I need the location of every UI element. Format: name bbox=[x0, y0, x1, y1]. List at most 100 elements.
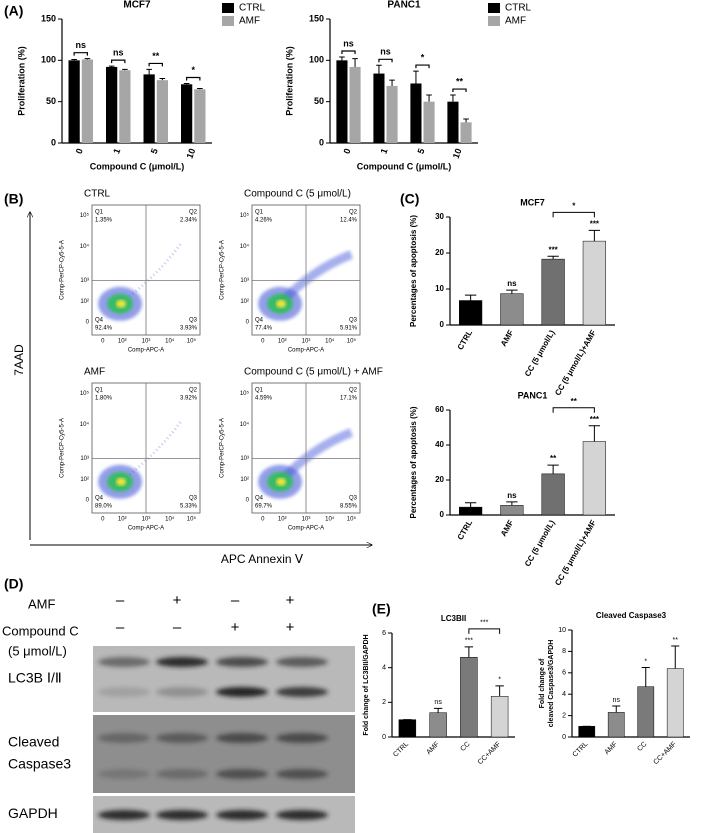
y-tick-label: 50 bbox=[314, 96, 324, 106]
flow-x-tick: 10² bbox=[118, 517, 127, 523]
panel-label: (E) bbox=[372, 601, 391, 617]
y-tick-label: 2 bbox=[382, 699, 386, 706]
flow-x-label: Comp-APC-A bbox=[128, 348, 164, 354]
bar bbox=[500, 505, 524, 516]
panel-label: (A) bbox=[4, 3, 23, 19]
flow-y-tick: 10⁴ bbox=[240, 243, 250, 250]
significance-label: *** bbox=[590, 219, 600, 228]
flow-y-tick: 10² bbox=[240, 299, 249, 305]
x-tick-label: AMF bbox=[425, 741, 440, 756]
flow-y-title: 7AAD bbox=[12, 344, 26, 376]
chart-title: PANC1 bbox=[518, 390, 548, 400]
significance-label: *** bbox=[465, 638, 473, 645]
bar bbox=[106, 66, 118, 143]
y-tick-label: 60 bbox=[435, 405, 444, 414]
significance-label: ns bbox=[434, 699, 442, 706]
flow-x-tick: 10⁴ bbox=[325, 516, 335, 523]
flow-x-tick: 10³ bbox=[302, 517, 311, 523]
flow-x-tick: 10⁴ bbox=[165, 338, 175, 345]
error-bar bbox=[159, 78, 166, 81]
bar bbox=[490, 696, 509, 738]
significance-label: ns bbox=[507, 279, 517, 288]
significance-label: * bbox=[421, 52, 425, 62]
quadrant-name: Q3 bbox=[349, 496, 358, 502]
flow-x-tick: 0 bbox=[261, 517, 265, 523]
x-tick-label: AMF bbox=[499, 328, 516, 348]
y-axis-label: Percentages of apoptosis (%) bbox=[409, 406, 418, 518]
bar bbox=[429, 712, 447, 738]
treatment-sign: – bbox=[116, 592, 125, 609]
flow-y-tick: 0 bbox=[246, 320, 250, 326]
significance-bracket bbox=[552, 407, 595, 413]
blot-band bbox=[216, 687, 268, 697]
significance-bracket bbox=[378, 58, 393, 63]
blot-band bbox=[156, 687, 208, 697]
quadrant-percent: 3.92% bbox=[180, 396, 198, 402]
y-tick-label: 0 bbox=[562, 734, 566, 741]
blot-band bbox=[98, 769, 150, 779]
y-axis-label: Proliferation (%) bbox=[16, 46, 26, 116]
quadrant-percent: 69.7% bbox=[255, 504, 273, 510]
bar bbox=[194, 89, 206, 143]
blot-membrane bbox=[93, 646, 355, 712]
significance-label: ns bbox=[343, 38, 354, 48]
flow-y-label: Comp-PerCP-Cy5-5-A bbox=[220, 240, 226, 300]
y-tick-label: 20 bbox=[435, 248, 444, 257]
error-bar bbox=[413, 70, 419, 84]
band-label: GAPDH bbox=[8, 805, 58, 821]
quadrant-name: Q2 bbox=[349, 210, 358, 216]
quadrant-name: Q4 bbox=[95, 496, 104, 502]
flow-x-tick: 0 bbox=[101, 517, 105, 523]
error-bar bbox=[183, 82, 190, 85]
bar bbox=[459, 506, 483, 516]
flow-x-tick: 10⁴ bbox=[325, 338, 335, 345]
significance-bracket bbox=[468, 628, 501, 634]
bar bbox=[541, 258, 565, 326]
flow-x-tick: 10³ bbox=[142, 339, 151, 345]
quadrant-name: Q4 bbox=[255, 496, 264, 502]
panel-label: (C) bbox=[400, 191, 419, 207]
flow-x-tick: 10² bbox=[278, 517, 287, 523]
blot-band bbox=[276, 733, 328, 743]
quadrant-name: Q1 bbox=[95, 210, 104, 216]
significance-label: *** bbox=[590, 415, 600, 424]
treatment-sign: + bbox=[286, 592, 295, 609]
significance-label: *** bbox=[548, 245, 558, 254]
band-label: LC3B Ⅰ/Ⅱ bbox=[8, 670, 62, 686]
y-axis-label: Percentages of apoptosis (%) bbox=[409, 215, 418, 327]
y-tick-label: 4 bbox=[382, 665, 386, 672]
quadrant-name: Q3 bbox=[189, 318, 198, 324]
quadrant-name: Q1 bbox=[255, 210, 264, 216]
quadrant-percent: 8.55% bbox=[340, 504, 358, 510]
significance-label: ns bbox=[613, 697, 621, 704]
flow-x-label: Comp-APC-A bbox=[288, 526, 324, 532]
x-tick-label: 0 bbox=[74, 147, 85, 155]
bar bbox=[386, 85, 398, 143]
flow-x-tick: 0 bbox=[101, 339, 105, 345]
flow-x-label: Comp-APC-A bbox=[288, 348, 324, 354]
x-tick-label: 10 bbox=[185, 147, 198, 160]
bar bbox=[143, 74, 155, 143]
x-tick-label: CTRL bbox=[392, 741, 410, 759]
blot-band bbox=[216, 657, 268, 667]
x-tick-label: CTRL bbox=[572, 741, 590, 759]
panel-label: (B) bbox=[4, 191, 23, 207]
error-bar bbox=[588, 229, 601, 242]
error-bar bbox=[122, 68, 128, 71]
dot-cloud bbox=[98, 243, 182, 321]
bar bbox=[181, 84, 193, 143]
y-tick-label: 8 bbox=[562, 648, 566, 655]
treatment-sign: – bbox=[231, 592, 240, 609]
y-tick-label: 100 bbox=[309, 55, 324, 65]
flow-plot-title: Compound C (5 μmol/L) bbox=[244, 189, 351, 200]
error-bar bbox=[339, 56, 345, 61]
error-bar bbox=[71, 59, 77, 61]
flow-plot-title: CTRL bbox=[84, 189, 111, 200]
dot-center bbox=[116, 299, 127, 308]
flow-y-tick: 10⁵ bbox=[240, 212, 250, 219]
flow-y-label: Comp-PerCP-Cy5-5-A bbox=[60, 240, 66, 300]
blot-band bbox=[216, 769, 268, 779]
legend-swatch bbox=[222, 16, 234, 26]
flow-y-tick: 10⁴ bbox=[240, 421, 250, 428]
